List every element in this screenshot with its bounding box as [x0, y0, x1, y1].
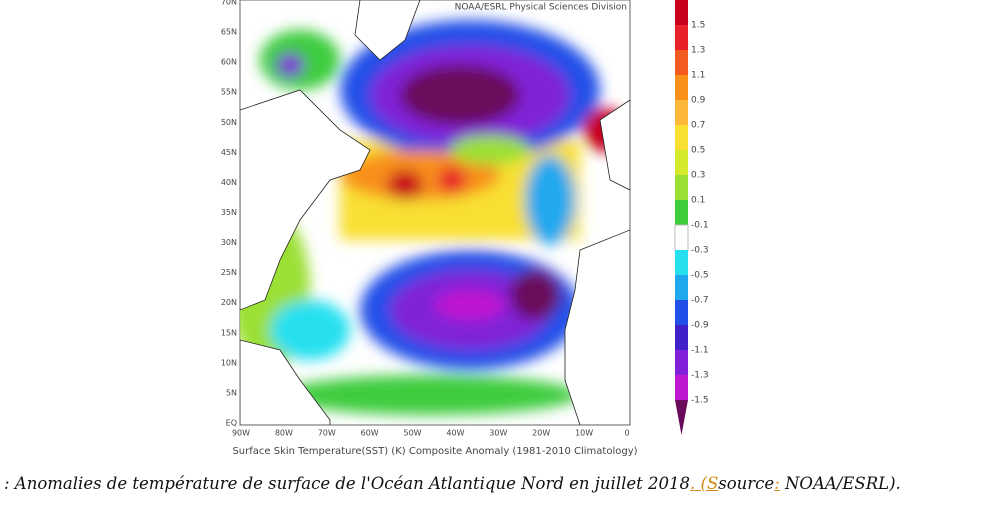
colorbar-band	[675, 275, 688, 301]
colorbar-band	[675, 150, 688, 176]
colorbar-band	[675, 325, 688, 351]
lat-label: 55N	[221, 88, 237, 97]
lon-label: 50W	[404, 429, 422, 438]
caption-part: ource	[726, 474, 775, 493]
caption-part: S	[706, 474, 719, 493]
colorbar-label: -0.9	[691, 321, 709, 331]
colorbar-label: -1.5	[691, 396, 709, 406]
caption-part: .	[895, 474, 901, 493]
lat-label: 60N	[221, 58, 237, 67]
colorbar-band	[675, 375, 688, 401]
lat-label: 25N	[221, 268, 237, 277]
lat-label: 70N	[221, 0, 237, 7]
colorbar-label: 0.7	[691, 121, 705, 131]
colorbar-label: 0.3	[691, 171, 705, 181]
colorbar-label: -0.3	[691, 246, 709, 256]
colorbar-band	[675, 75, 688, 101]
colorbar-band	[675, 125, 688, 151]
lon-label: 10W	[575, 429, 593, 438]
lat-label: 30N	[221, 238, 237, 247]
lat-label: 50N	[221, 118, 237, 127]
lat-label: 45N	[221, 148, 237, 157]
lon-label: 80W	[275, 429, 293, 438]
colorbar-band	[675, 200, 688, 226]
colorbar-label: -1.3	[691, 371, 709, 381]
lon-label: 30W	[489, 429, 507, 438]
colorbar-label: 1.3	[691, 46, 705, 56]
caption-part: :	[774, 474, 780, 493]
map-header: NOAA/ESRL Physical Sciences Division	[455, 3, 627, 13]
colorbar-label: 1.1	[691, 71, 705, 81]
lat-label: 10N	[221, 358, 237, 367]
colorbar-label: 0.5	[691, 146, 705, 156]
caption-part: . (	[690, 474, 707, 493]
lat-label: 65N	[221, 28, 237, 37]
caption-part: NOAA/ESRL	[779, 474, 890, 493]
colorbar-label: -1.1	[691, 346, 709, 356]
lon-label: 60W	[361, 429, 379, 438]
colorbar-band	[675, 175, 688, 201]
colorbar-band	[675, 0, 688, 26]
figure: NOAA/ESRL Physical Sciences Division 70N…	[221, 0, 709, 457]
lon-label: 20W	[532, 429, 550, 438]
lon-label: 90W	[232, 429, 250, 438]
lat-label: 35N	[221, 208, 237, 217]
colorbar-label: 0.1	[691, 196, 705, 206]
colorbar-label: -0.5	[691, 271, 709, 281]
colorbar-band	[674, 224, 689, 251]
lat-label: 40N	[221, 178, 237, 187]
colorbar-band	[675, 25, 688, 51]
colorbar-band	[675, 350, 688, 376]
lon-label: 70W	[318, 429, 336, 438]
caption: : Anomalies de température de surface de…	[4, 474, 901, 493]
colorbar-label: -0.7	[691, 296, 709, 306]
colorbar-band	[675, 50, 688, 76]
caption-part: )	[889, 474, 896, 493]
colorbar-label: 0.9	[691, 96, 706, 106]
colorbar-arrow	[675, 400, 688, 435]
colorbar-band	[675, 100, 688, 126]
coastlines	[240, 0, 630, 425]
lat-label: 20N	[221, 298, 237, 307]
lat-label: 15N	[221, 328, 237, 337]
colorbar-label: -0.1	[691, 221, 709, 231]
lat-label: EQ	[226, 419, 237, 428]
colorbar-band	[675, 300, 688, 326]
caption-text: : Anomalies de température de surface de…	[4, 474, 690, 493]
colorbar-band	[675, 250, 688, 276]
lon-label: 0	[624, 429, 629, 438]
map-footer: Surface Skin Temperature(SST) (K) Compos…	[232, 446, 637, 457]
lon-label: 40W	[446, 429, 464, 438]
colorbar-label: 1.5	[691, 21, 705, 31]
caption-part: s	[718, 474, 727, 493]
lat-label: 5N	[226, 388, 237, 397]
anomaly-field	[240, 20, 627, 415]
